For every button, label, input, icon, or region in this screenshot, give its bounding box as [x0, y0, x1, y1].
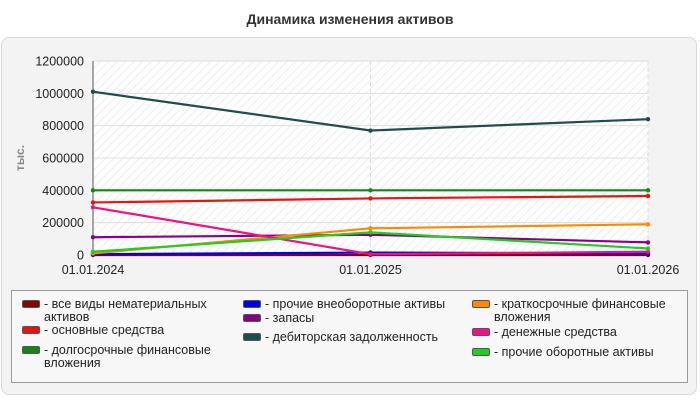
legend-label: - дебиторская задолженность — [265, 330, 439, 344]
y-tick-label: 600000 — [42, 152, 84, 166]
y-axis-label: тыс. — [13, 145, 27, 171]
y-tick-label: 1000000 — [35, 87, 84, 101]
data-point — [368, 128, 373, 133]
legend-swatch — [243, 333, 261, 341]
data-point — [645, 222, 651, 227]
y-tick-label: 0 — [77, 249, 84, 263]
y-tick-label: 1200000 — [35, 55, 84, 69]
legend-label: - прочие оборотные активы — [494, 345, 654, 359]
legend-label: - долгосрочные финансовые вложения — [44, 343, 211, 370]
legend-swatch — [472, 328, 490, 336]
data-point — [368, 188, 373, 193]
data-point — [368, 230, 373, 235]
data-point — [90, 200, 96, 205]
data-point — [368, 226, 373, 231]
legend-label: - запасы — [265, 311, 315, 325]
legend-label: - основные средства — [44, 323, 165, 337]
data-point — [645, 240, 651, 245]
data-point — [368, 251, 373, 257]
legend-label: - денежные средства — [494, 325, 617, 339]
legend-swatch — [22, 300, 40, 308]
y-tick-label: 200000 — [42, 216, 84, 230]
data-point — [645, 249, 651, 254]
y-tick-label: 400000 — [42, 184, 84, 198]
x-tick-label: 01.01.2024 — [62, 263, 125, 277]
data-point — [645, 246, 651, 251]
legend-label: - прочие внеоборотные активы — [265, 297, 446, 311]
legend-swatch — [243, 314, 261, 322]
legend-swatch — [472, 348, 490, 356]
x-tick-label: 01.01.2026 — [617, 263, 680, 277]
data-point — [368, 196, 373, 201]
x-tick-label: 01.01.2025 — [339, 263, 402, 277]
legend-swatch — [243, 300, 261, 308]
legend-swatch — [22, 346, 40, 354]
series-lines — [90, 89, 651, 258]
data-point — [90, 249, 96, 254]
legend-swatch — [472, 300, 490, 308]
legend-label: - краткосрочные финансовые вложения — [494, 297, 666, 324]
legend-swatch — [22, 326, 40, 334]
legend: - все виды нематериальных активов - основ… — [11, 290, 688, 383]
axes: 0 200000 400000 600000 800000 1000000 1200000 0… — [35, 55, 679, 278]
data-point — [90, 235, 96, 240]
data-point — [645, 193, 651, 199]
legend-label: - все виды нематериальных активов — [44, 297, 207, 324]
data-point — [90, 205, 96, 210]
data-point — [645, 188, 651, 193]
data-point — [645, 117, 651, 122]
data-point — [90, 188, 96, 193]
data-point — [90, 89, 96, 94]
chart-title: Динамика изменения активов — [246, 11, 454, 27]
y-tick-label: 800000 — [42, 119, 84, 133]
